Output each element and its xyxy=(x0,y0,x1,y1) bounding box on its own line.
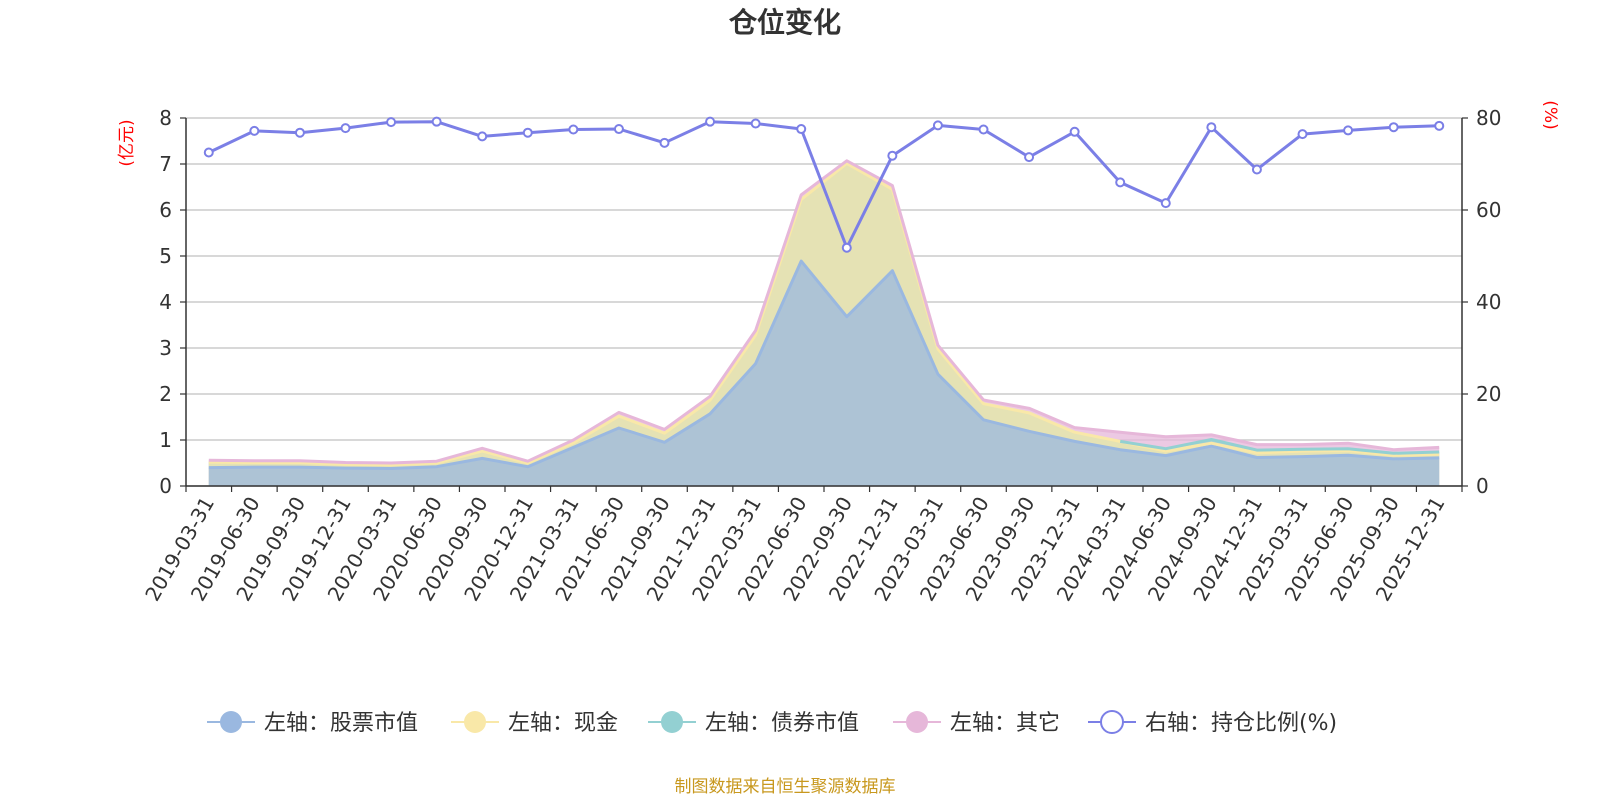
holding-ratio-point xyxy=(705,116,716,127)
legend-marker xyxy=(661,711,683,733)
holding-ratio-point xyxy=(1251,164,1262,175)
left-axis-tick-label: 5 xyxy=(159,244,172,268)
left-axis-tick-label: 1 xyxy=(159,428,172,452)
legend-marker xyxy=(220,711,242,733)
legend: 左轴：股票市值 左轴：现金 左轴：债券市值 左轴：其它 右轴：持仓比例(%) xyxy=(207,710,1337,736)
left-axis-tick-label: 6 xyxy=(159,198,172,222)
area-line-左轴：其它 xyxy=(208,159,1440,465)
holding-ratio-point xyxy=(203,147,214,158)
holding-ratio-point xyxy=(887,150,898,161)
stacked-areas xyxy=(208,159,1440,487)
holding-ratio-point xyxy=(568,124,579,135)
holding-ratio-point xyxy=(796,124,807,135)
holding-ratio-point xyxy=(841,242,852,253)
left-axis-tick-label: 4 xyxy=(159,290,172,314)
right-axis-unit-label: (%) xyxy=(1540,100,1560,129)
legend-label: 左轴：债券市值 xyxy=(705,711,859,736)
holding-ratio-point xyxy=(1434,120,1445,131)
right-axis-tick-label: 80 xyxy=(1476,106,1501,130)
holding-ratio-point xyxy=(294,127,305,138)
holding-ratio-point xyxy=(340,123,351,134)
left-axis-unit-label: (亿元) xyxy=(117,119,137,166)
legend-label: 左轴：股票市值 xyxy=(264,711,418,736)
holding-ratio-point xyxy=(1160,198,1171,209)
legend-label: 左轴：其它 xyxy=(950,711,1060,736)
holding-ratio-point xyxy=(249,125,260,136)
holding-ratio-point xyxy=(932,120,943,131)
left-axis-tick-label: 2 xyxy=(159,382,172,406)
holding-ratio-point xyxy=(1343,125,1354,136)
chart-title: 仓位变化 xyxy=(729,6,841,39)
legend-label: 左轴：现金 xyxy=(508,711,618,736)
holding-ratio-point xyxy=(613,124,624,135)
holding-ratio-point xyxy=(978,124,989,135)
legend-marker xyxy=(1100,710,1124,734)
holding-ratio-point xyxy=(386,117,397,128)
holding-ratio-series xyxy=(203,116,1445,253)
holding-ratio-point xyxy=(1024,152,1035,163)
area-line-左轴：现金 xyxy=(208,162,1440,467)
area-fill-左轴：股票市值 xyxy=(208,261,1440,486)
holding-ratio-point xyxy=(1115,177,1126,188)
area-line-左轴：股票市值 xyxy=(208,259,1440,470)
data-source-note: 制图数据来自恒生聚源数据库 xyxy=(675,777,896,797)
right-axis-tick-label: 20 xyxy=(1476,382,1501,406)
left-axis-tick-label: 0 xyxy=(159,474,172,498)
right-axis-tick-label: 0 xyxy=(1476,474,1489,498)
holding-ratio-point xyxy=(522,127,533,138)
area-line-左轴：债券市值 xyxy=(1119,438,1440,455)
right-axis-tick-label: 60 xyxy=(1476,198,1501,222)
holding-ratio-point xyxy=(431,116,442,127)
left-axis-tick-label: 7 xyxy=(159,152,172,176)
left-axis-tick-label: 8 xyxy=(159,106,172,130)
right-axis-tick-label: 40 xyxy=(1476,290,1501,314)
holding-ratio-line xyxy=(208,120,1440,250)
holding-ratio-point xyxy=(1206,122,1217,133)
holding-ratio-point xyxy=(750,118,761,129)
holding-ratio-point xyxy=(659,137,670,148)
holding-ratio-point xyxy=(1297,129,1308,140)
legend-marker xyxy=(906,711,928,733)
holding-ratio-point xyxy=(477,131,488,142)
holding-ratio-point xyxy=(1388,122,1399,133)
legend-marker xyxy=(464,711,486,733)
holding-ratio-point xyxy=(1069,126,1080,137)
legend-label: 右轴：持仓比例(%) xyxy=(1145,711,1337,736)
left-axis-tick-label: 3 xyxy=(159,336,172,360)
